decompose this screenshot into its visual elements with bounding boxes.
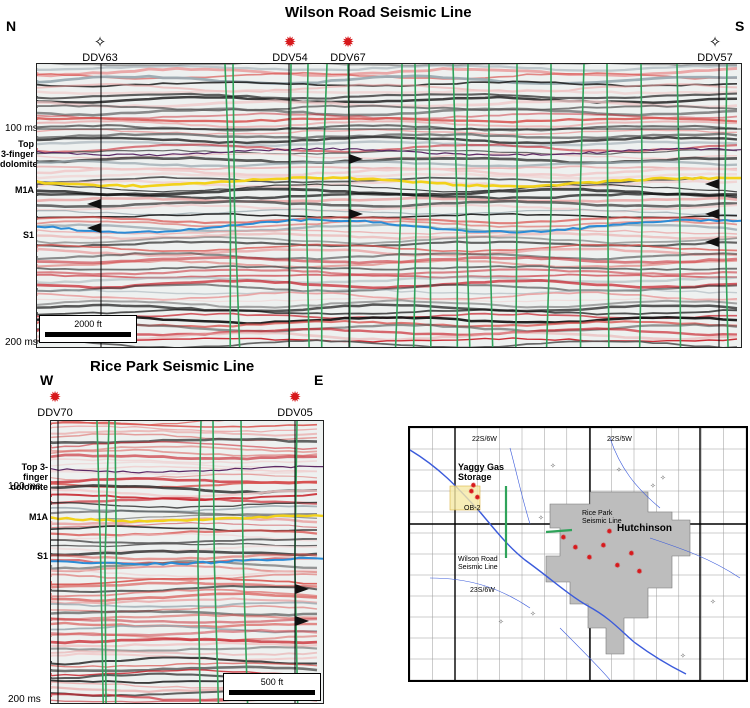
wilson-dir-north: N: [6, 18, 17, 34]
map-graphic: ✹✹✹✹✹✹✹✹✹✹✹✧✧✧✧✧✧✧✧✧: [410, 428, 746, 680]
formation-marker-icon: [349, 209, 363, 219]
wilson-horizon-m1a: M1A: [14, 185, 34, 195]
rice-time-200: 200 ms: [8, 694, 41, 705]
svg-text:✧: ✧: [498, 618, 504, 626]
svg-text:✹: ✹: [470, 481, 477, 490]
svg-text:✹: ✹: [560, 533, 567, 542]
well-label: DDV67: [330, 52, 366, 64]
well-ddv54: ✹ DDV54: [260, 34, 320, 64]
open-well-icon: ✧: [708, 34, 722, 51]
scale-label: 500 ft: [260, 677, 284, 687]
township-22s-5w: 22S/5W: [607, 436, 632, 443]
fault-lines: [224, 64, 729, 347]
rice-scale-bar: 500 ft: [223, 673, 321, 701]
gas-well-icon: ✹: [283, 34, 297, 51]
svg-text:✹: ✹: [606, 527, 613, 536]
rice-seismic-section: 500 ft: [50, 420, 324, 704]
horizon-s1: [51, 556, 323, 566]
gas-well-icon: ✹: [288, 389, 302, 406]
well-ddv70: ✹ DDV70: [25, 389, 85, 419]
svg-text:✧: ✧: [530, 610, 536, 618]
yaggy-label: Yaggy Gas Storage: [458, 462, 505, 482]
hutchinson-label: Hutchinson: [617, 523, 672, 534]
well-label: DDV54: [272, 52, 308, 64]
svg-text:✧: ✧: [710, 598, 716, 606]
formation-marker-icon: [87, 199, 101, 209]
formation-marker-icon: [87, 223, 101, 233]
wilson-scale-bar: 2000 ft: [39, 315, 137, 343]
rice-horizon-top: Top 3-finger dolomite: [10, 462, 49, 492]
township-23s-6w: 23S/6W: [470, 587, 495, 594]
horizon-m1a: [37, 176, 741, 189]
horizon-top-3-finger: [51, 465, 323, 474]
svg-text:✹: ✹: [628, 549, 635, 558]
hutchinson-city-area: [545, 491, 691, 655]
wilson-seismic-image: [37, 64, 741, 347]
well-ddv57: ✧ DDV57: [685, 34, 745, 64]
horizon-s1: [37, 218, 741, 234]
wilson-seismic-section: 2000 ft: [36, 63, 742, 348]
formation-marker-icon: [295, 584, 309, 594]
yaggy-storage-area: [449, 485, 481, 511]
svg-text:✹: ✹: [636, 567, 643, 576]
rice-title: Rice Park Seismic Line: [90, 358, 255, 375]
wilson-horizon-s1: S1: [22, 230, 34, 240]
wilson-title: Wilson Road Seismic Line: [285, 4, 472, 21]
rice-horizon-m1a: M1A: [28, 512, 48, 522]
well-label: DDV63: [82, 52, 118, 64]
wilson-time-100: 100 ms: [5, 123, 38, 134]
formation-marker-icon: [295, 616, 309, 626]
svg-text:✧: ✧: [550, 462, 556, 470]
svg-text:✹: ✹: [600, 541, 607, 550]
seismic-line-locations: [504, 486, 573, 558]
rice-dir-east: E: [314, 372, 324, 388]
well-label: DDV57: [697, 52, 733, 64]
gas-well-icon: ✹: [341, 34, 355, 51]
rice-time-100: 100 ms: [8, 481, 41, 492]
well-ddv05: ✹ DDV05: [265, 389, 325, 419]
gas-well-icon: ✹: [48, 389, 62, 406]
formation-marker-icon: [705, 237, 719, 247]
formation-marker-icon: [349, 154, 363, 164]
rice-park-line-label: Rice Park Seismic Line: [582, 510, 622, 525]
well-ddv67: ✹ DDV67: [318, 34, 378, 64]
scale-bar-line: [229, 690, 315, 695]
rice-horizon-s1: S1: [36, 551, 48, 561]
location-map: ✹ ✹ ✹ ✹ ✹ ✹ ✹ ✹ ✹ ✹ ✹ ✧ ✧ ✧ ✧ ✧ ✧ ✧ ✧ ✧ 22S/6W 22S/5W 23S/6…: [408, 426, 748, 682]
wilson-road-line-label: Wilson Road Seismic Line: [458, 556, 498, 571]
formation-marker-icon: [705, 179, 719, 189]
well-ddv63: ✧ DDV63: [70, 34, 130, 64]
horizon-m1a: [51, 514, 323, 524]
svg-text:✹: ✹: [614, 561, 621, 570]
svg-text:✹: ✹: [468, 487, 475, 496]
formation-marker-icon: [705, 209, 719, 219]
rice-seismic-image: [51, 421, 323, 703]
scale-label: 2000 ft: [74, 319, 102, 329]
svg-text:✹: ✹: [474, 493, 481, 502]
wilson-time-200: 200 ms: [5, 337, 38, 348]
svg-text:✹: ✹: [572, 543, 579, 552]
reflector-bands: [51, 421, 318, 703]
ob2-label: OB-2: [464, 505, 481, 512]
scale-bar-line: [45, 332, 131, 337]
svg-text:✧: ✧: [650, 482, 656, 490]
well-label: DDV70: [37, 407, 73, 419]
svg-text:✧: ✧: [680, 652, 686, 660]
well-label: DDV05: [277, 407, 313, 419]
svg-text:✧: ✧: [616, 466, 622, 474]
rice-dir-west: W: [40, 372, 54, 388]
svg-text:✹: ✹: [586, 553, 593, 562]
svg-text:✧: ✧: [538, 514, 544, 522]
township-22s-6w: 22S/6W: [472, 436, 497, 443]
horizon-top-3-finger: [37, 147, 741, 157]
wilson-horizon-top: Top 3-finger dolomite: [0, 139, 38, 169]
map-well-icons: ✹✹✹✹✹✹✹✹✹✹✹✧✧✧✧✧✧✧✧✧: [468, 462, 716, 660]
svg-text:✧: ✧: [660, 474, 666, 482]
wilson-dir-south: S: [735, 18, 745, 34]
open-well-icon: ✧: [93, 34, 107, 51]
